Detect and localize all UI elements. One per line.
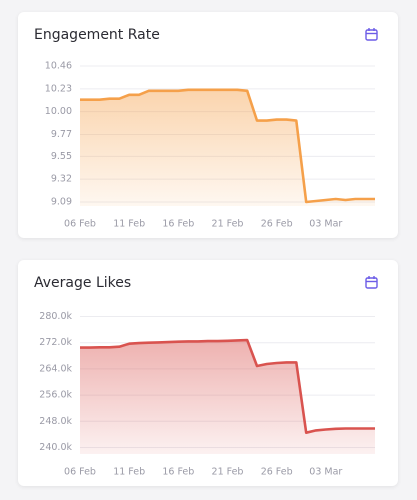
card: Average Likes 240.0k 248.0k 256.0k 264.0k 27… [18,260,398,486]
x-tick-label: 16 Feb [162,219,194,230]
y-tick-label: 248.0k [39,416,72,427]
line [80,338,375,434]
x-tick-label: 16 Feb [162,467,194,478]
x-tick-label: 26 Feb [261,219,293,230]
y-tick-label: 240.0k [39,442,72,453]
y-tick-label: 9.09 [51,197,72,208]
x-tick-label: 03 Mar [309,467,342,478]
y-tick-label: 280.0k [39,311,72,322]
y-tick-label: 10.46 [45,60,72,71]
y-tick-label: 10.23 [45,83,72,94]
x-tick-label: 11 Feb [113,467,145,478]
y-tick-label: 9.77 [51,129,72,140]
area [80,340,375,454]
area [80,89,375,206]
chart: Engagement Rate 9.09 9.32 9.55 9.77 10.00 10.… [34,27,378,230]
calendar-icon[interactable] [365,276,378,289]
chart: Average Likes 240.0k 248.0k 256.0k 264.0k 27… [34,275,378,478]
x-tick-label: 06 Feb [64,467,96,478]
line [80,88,375,204]
y-tick-label: 9.32 [51,174,72,185]
chart-title: Engagement Rate [34,27,160,43]
y-tick-label: 256.0k [39,390,72,401]
y-tick-label: 272.0k [39,337,72,348]
y-tick-label: 10.00 [45,106,72,117]
x-tick-label: 06 Feb [64,219,96,230]
calendar-icon[interactable] [365,28,378,41]
x-tick-label: 21 Feb [212,467,244,478]
card: Engagement Rate 9.09 9.32 9.55 9.77 10.00 10.… [18,12,398,238]
x-tick-label: 03 Mar [309,219,342,230]
y-tick-label: 264.0k [39,363,72,374]
x-tick-label: 11 Feb [113,219,145,230]
y-tick-label: 9.55 [51,151,72,162]
x-tick-label: 26 Feb [261,467,293,478]
x-tick-label: 21 Feb [212,219,244,230]
chart-title: Average Likes [34,275,131,291]
